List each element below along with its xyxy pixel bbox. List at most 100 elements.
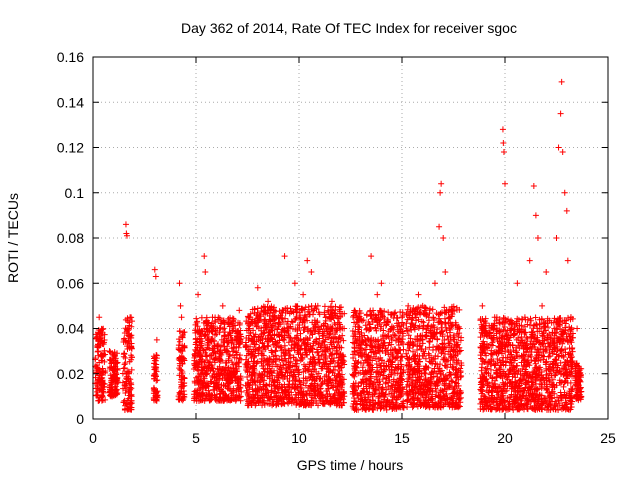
data-point	[493, 374, 500, 381]
data-point	[191, 351, 198, 358]
data-point	[404, 341, 411, 348]
data-point	[395, 347, 402, 354]
data-point	[447, 326, 454, 333]
data-point	[313, 324, 320, 331]
data-point	[414, 305, 421, 312]
data-point	[152, 273, 159, 280]
data-point	[252, 372, 259, 379]
data-point	[374, 405, 381, 412]
data-point	[327, 398, 334, 405]
data-point	[233, 347, 240, 354]
data-point	[228, 397, 235, 404]
data-point	[406, 345, 413, 352]
data-point	[208, 396, 215, 403]
data-point	[236, 375, 243, 382]
data-point	[569, 345, 576, 352]
data-point	[275, 385, 282, 392]
data-point	[214, 325, 221, 332]
data-point	[391, 387, 398, 394]
data-point	[526, 362, 533, 369]
data-point	[500, 354, 507, 361]
data-point	[398, 402, 405, 409]
data-point	[282, 369, 289, 376]
data-point	[290, 354, 297, 361]
data-point	[303, 351, 310, 358]
data-point	[198, 364, 205, 371]
data-point	[243, 364, 250, 371]
data-point	[304, 377, 311, 384]
data-point	[278, 371, 285, 378]
data-point	[529, 369, 536, 376]
data-point	[339, 332, 346, 339]
data-point	[523, 334, 530, 341]
data-point	[432, 360, 439, 367]
data-point	[257, 399, 264, 406]
data-point	[96, 314, 103, 321]
data-point	[316, 330, 323, 337]
data-point	[325, 363, 332, 370]
data-point	[380, 340, 387, 347]
data-point	[308, 382, 315, 389]
data-point	[264, 394, 271, 401]
data-point	[481, 393, 488, 400]
data-point	[359, 367, 366, 374]
data-point	[297, 400, 304, 407]
data-point	[260, 365, 267, 372]
data-point	[532, 380, 539, 387]
data-point	[260, 330, 267, 337]
data-point	[568, 324, 575, 331]
data-point	[568, 363, 575, 370]
data-point	[283, 392, 290, 399]
data-point	[248, 338, 255, 345]
data-point	[356, 344, 363, 351]
data-point	[181, 342, 188, 349]
data-point	[306, 390, 313, 397]
data-point	[339, 353, 346, 360]
data-point	[448, 377, 455, 384]
data-point	[550, 381, 557, 388]
data-point	[556, 400, 563, 407]
data-point	[308, 402, 315, 409]
data-point	[297, 312, 304, 319]
data-point	[506, 367, 513, 374]
data-point	[253, 388, 260, 395]
data-point	[524, 359, 531, 366]
data-point	[311, 328, 318, 335]
data-point	[390, 393, 397, 400]
data-point	[202, 353, 209, 360]
data-point	[560, 383, 567, 390]
data-point	[270, 306, 277, 313]
data-point	[329, 377, 336, 384]
data-point	[236, 352, 243, 359]
data-point	[212, 332, 219, 339]
data-point	[244, 391, 251, 398]
data-point	[510, 403, 517, 410]
data-point	[523, 349, 530, 356]
data-point	[322, 356, 329, 363]
data-point	[490, 336, 497, 343]
data-point	[410, 348, 417, 355]
data-point	[153, 352, 160, 359]
data-point	[300, 388, 307, 395]
data-point	[497, 366, 504, 373]
data-point	[292, 396, 299, 403]
data-point	[362, 340, 369, 347]
data-point	[456, 403, 463, 410]
data-point	[422, 376, 429, 383]
data-point	[321, 309, 328, 316]
data-point	[95, 397, 102, 404]
data-point	[292, 341, 299, 348]
data-point	[492, 384, 499, 391]
data-point	[417, 402, 424, 409]
data-point	[352, 364, 359, 371]
data-point	[350, 384, 357, 391]
data-point	[322, 336, 329, 343]
data-point	[350, 370, 357, 377]
data-point	[385, 319, 392, 326]
data-point	[397, 376, 404, 383]
data-point	[196, 391, 203, 398]
data-point	[99, 365, 106, 372]
data-point	[261, 344, 268, 351]
data-point	[215, 396, 222, 403]
data-point	[285, 355, 292, 362]
